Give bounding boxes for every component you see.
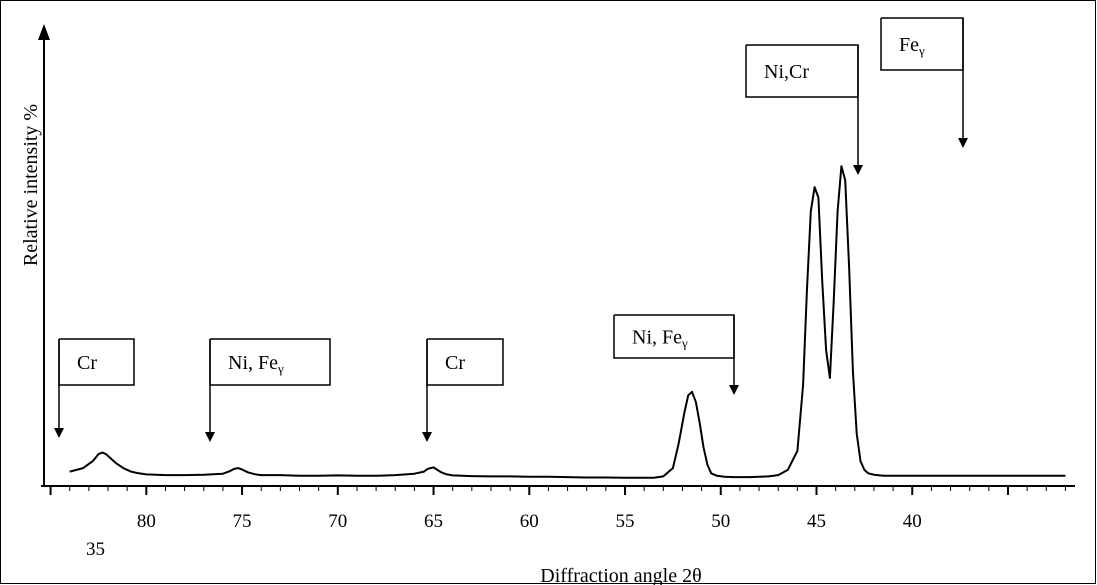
x-tick-label: 65 xyxy=(424,511,443,532)
series-group xyxy=(69,165,1066,479)
x-tick-label: 55 xyxy=(616,511,635,532)
annotation-label: Cr xyxy=(77,352,97,374)
x-ticks xyxy=(49,486,1066,495)
x-tick-label: 40 xyxy=(903,511,922,532)
annotation-label: Ni, Feγ xyxy=(632,327,688,351)
annotation-label: Feγ xyxy=(899,34,925,58)
axes xyxy=(38,24,1075,487)
peak-annotation: Ni,Cr xyxy=(745,44,863,175)
peak-annotation: Ni, Feγ xyxy=(205,338,331,442)
x-tick-label: 50 xyxy=(711,511,730,532)
peak-annotation: Cr xyxy=(54,338,135,438)
x-axis-label: Diffraction angle 2θ xyxy=(540,565,701,585)
y-axis-arrow xyxy=(38,24,50,40)
x-tick-label: 45 xyxy=(807,511,826,532)
series-line xyxy=(69,165,1066,479)
annotation-arrowhead xyxy=(729,385,739,395)
annotations: Cr Ni, Feγ Cr Ni, Feγ Ni,Cr Feγ xyxy=(54,17,968,442)
annotation-label: Ni, Feγ xyxy=(228,352,284,376)
x-tick-labels: 80 75 70 65 60 55 50 45 40 xyxy=(137,511,922,532)
peak-annotation: Ni, Feγ xyxy=(613,314,739,395)
annotation-label: Cr xyxy=(445,352,465,374)
x-tick-label: 70 xyxy=(328,511,347,532)
y-axis-label: Relative intensity % xyxy=(20,104,42,266)
annotation-arrowhead xyxy=(54,428,64,438)
annotation-arrowhead xyxy=(422,432,432,442)
x-tick-label: 80 xyxy=(137,511,156,532)
peak-annotation: Cr xyxy=(422,338,504,442)
x-extra-label: 35 xyxy=(86,539,105,560)
annotation-arrowhead xyxy=(958,138,968,148)
peak-annotation: Feγ xyxy=(880,17,968,148)
annotation-label: Ni,Cr xyxy=(764,61,809,83)
x-tick-label: 60 xyxy=(520,511,539,532)
annotation-box xyxy=(426,338,504,386)
annotation-arrowhead xyxy=(205,432,215,442)
x-tick-label: 75 xyxy=(233,511,252,532)
annotation-arrowhead xyxy=(853,165,863,175)
